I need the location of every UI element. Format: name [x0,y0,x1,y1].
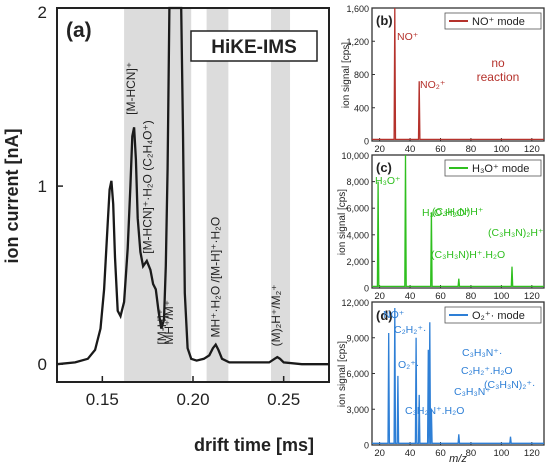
peak-label: (C₃H₃N)H⁺.H₂O [431,249,505,261]
peak-label: C₂H₂⁺· [394,324,426,336]
panel-a-x-tick-label: 0.25 [267,390,300,409]
x-tick-label: 40 [405,144,416,155]
panel-d: 20 40 60 80 100 120 0 3,000 6,000 9,000 12,000 (d)… [337,298,545,465]
x-tick-label: 60 [435,144,446,155]
y-tick-label: 3,000 [346,405,369,415]
panel-a-shaded-region [206,8,229,382]
x-tick-label: 20 [374,448,385,459]
panel-c-y-axis-label: ion signal [cps] [337,189,348,255]
panel-c-legend-text: H₃O⁺ mode [472,163,529,175]
panel-a-annotation: (M)₂H⁺/M₂⁺ [269,284,283,346]
panel-b-label: (b) [376,13,393,28]
y-tick-label: 400 [354,103,369,113]
x-tick-label: 80 [466,291,477,302]
x-tick-label: 100 [493,291,509,302]
peak-label: H₃O⁺ [375,175,401,187]
y-tick-label: 9,000 [346,333,369,343]
peak-label: NO₂⁺ [420,79,446,91]
y-tick-label: 1,600 [346,4,369,14]
x-tick-label: 80 [466,144,477,155]
panel-a-title: HiKE-IMS [211,37,297,58]
y-tick-label: 0 [364,441,369,451]
panel-d-legend-text: O₂⁺· mode [472,310,525,322]
y-tick-label: 6,000 [346,369,369,379]
y-tick-label: 0 [364,137,369,147]
panel-a-annotation: [M-H]⁺ [155,309,169,345]
panel-a-y-axis-label: ion current [nA] [2,129,22,264]
peak-label: C₃H₃N⁺ [454,386,491,398]
x-tick-label: 20 [374,144,385,155]
panel-c-legend [444,159,542,177]
panel-d-legend [444,306,542,324]
x-tick-label: 40 [405,291,416,302]
y-tick-label: 6,000 [346,204,369,214]
x-tick-label: 40 [405,448,416,459]
panel-a-shaded-region [270,8,291,382]
y-tick-label: 4,000 [346,230,369,240]
panel-c-series-line [372,154,544,288]
panel-a-title-box [190,30,318,62]
panel-c-frame [371,154,545,289]
y-tick-label: 8,000 [346,177,369,187]
panel-d-y-axis-label: ion signal [cps] [337,341,348,407]
panel-a-label: (a) [66,19,92,42]
panel-a-x-axis-label: drift time [ms] [194,435,314,455]
x-tick-label: 100 [493,144,509,155]
x-tick-label: 20 [374,291,385,302]
panel-a-y-tick-label: 0 [38,355,47,374]
peak-label: (C₃H₃N)₂⁺· [484,379,535,391]
x-tick-label: 120 [524,448,540,459]
peak-label: (C₃H₃N)H⁺ [432,206,484,218]
peak-label: NO⁺ [383,309,405,321]
panel-a-y-tick-label: 1 [38,177,47,196]
x-tick-label: 100 [493,448,509,459]
panel-b-legend-text: NO⁺ mode [472,16,525,28]
x-tick-label: 80 [466,448,477,459]
y-tick-label: 12,000 [341,298,369,308]
x-tick-label: 60 [435,448,446,459]
y-tick-label: 800 [354,70,369,80]
panel-a-annotation: [M-HCN]⁺ [124,62,138,115]
panel-b-annotation-no: no [491,56,505,70]
panel-b-annotation-reaction: reaction [477,70,520,84]
x-tick-label: 120 [524,291,540,302]
peak-label: (C₃H₃N)₂H⁺ [488,227,544,239]
panel-a-annotation: MH⁺/M⁺ [162,300,176,345]
peak-label: C₃H₂N⁺.H₂O [405,405,464,417]
panel-d-series-line [372,307,544,444]
panel-a-annotation: MH⁺·H₂O /[M-H]⁺·H₂O [208,217,222,338]
peak-label: NO⁺ [397,31,419,43]
peak-label: H₃O.H₂O⁺ [422,207,471,219]
panel-a-x-tick-label: 0.15 [86,390,119,409]
panel-a-shaded-region [124,8,192,382]
panel-a: 0.15 0.20 0.25 0 1 2 (a) HiKE-IMS drift time … [2,3,330,455]
y-tick-label: 1,200 [346,37,369,47]
y-tick-label: 10,000 [341,151,369,161]
y-tick-label: 2,000 [346,257,369,267]
panel-b-series-line [372,7,544,141]
panel-d-label: (d) [376,308,393,323]
panel-c-label: (c) [376,160,392,175]
panel-b-y-axis-label: ion signal [cps] [341,42,352,108]
y-tick-label: 0 [364,284,369,294]
panel-b-legend [444,12,542,30]
x-tick-label: 120 [524,144,540,155]
panel-a-x-tick-label: 0.20 [176,390,209,409]
peak-label: C₂H₂⁺.H₂O [461,365,513,377]
x-tick-label: 60 [435,291,446,302]
peak-label: C₃H₃N⁺· [462,347,502,359]
panel-d-x-axis-label: m/z [449,453,467,465]
panel-a-series-line [56,6,329,366]
panel-a-y-tick-label: 2 [38,3,47,22]
peak-label: O₂⁺· [398,359,419,371]
panel-b: 20 40 60 80 100 120 0 400 800 1,200 1,600 (b) NO⁺ … [341,4,545,155]
panel-a-annotation: [M-HCN]⁺·H₂O (C₂H₄O⁺) [140,120,154,254]
panel-c: 20 40 60 80 100 120 0 2,000 4,000 6,000 8,000 10,00… [337,151,545,302]
